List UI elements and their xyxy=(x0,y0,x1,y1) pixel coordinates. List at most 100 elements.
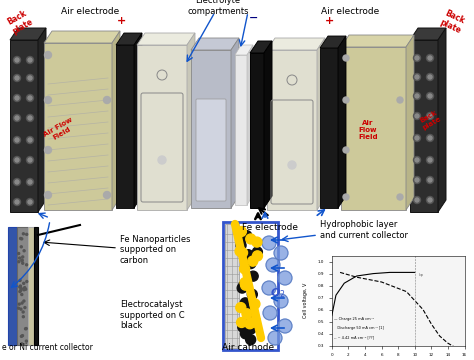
Circle shape xyxy=(415,114,419,118)
Circle shape xyxy=(427,135,434,141)
Circle shape xyxy=(27,114,34,122)
Text: Air
Flow
Field: Air Flow Field xyxy=(358,120,378,140)
Circle shape xyxy=(20,289,22,291)
Circle shape xyxy=(15,58,19,62)
Circle shape xyxy=(13,136,20,144)
Polygon shape xyxy=(44,43,112,210)
Circle shape xyxy=(21,238,23,240)
Text: Fe Nanoparticles
supported on
carbon: Fe Nanoparticles supported on carbon xyxy=(120,235,191,265)
Circle shape xyxy=(27,94,34,102)
Circle shape xyxy=(15,116,19,120)
Circle shape xyxy=(22,233,24,235)
Circle shape xyxy=(25,328,27,330)
FancyBboxPatch shape xyxy=(34,227,38,345)
Circle shape xyxy=(243,250,253,260)
Circle shape xyxy=(158,156,166,164)
Circle shape xyxy=(103,96,110,104)
Circle shape xyxy=(27,198,34,206)
Circle shape xyxy=(13,57,20,63)
Circle shape xyxy=(248,256,258,266)
Circle shape xyxy=(415,75,419,79)
Circle shape xyxy=(15,138,19,142)
Circle shape xyxy=(397,97,403,103)
Y-axis label: Cell voltage, V: Cell voltage, V xyxy=(303,283,308,318)
Circle shape xyxy=(28,58,32,62)
Circle shape xyxy=(240,329,250,339)
FancyBboxPatch shape xyxy=(196,99,226,201)
Polygon shape xyxy=(410,28,446,40)
Polygon shape xyxy=(10,28,46,40)
Circle shape xyxy=(415,178,419,182)
Circle shape xyxy=(427,73,434,81)
Circle shape xyxy=(20,288,22,290)
Polygon shape xyxy=(235,45,253,55)
Circle shape xyxy=(22,311,24,313)
Circle shape xyxy=(268,331,282,345)
Circle shape xyxy=(45,51,52,58)
Circle shape xyxy=(22,316,24,318)
Circle shape xyxy=(26,233,27,235)
Circle shape xyxy=(21,293,23,296)
Circle shape xyxy=(18,252,20,255)
Polygon shape xyxy=(38,28,46,212)
Circle shape xyxy=(18,307,19,309)
Circle shape xyxy=(27,157,34,163)
Circle shape xyxy=(28,180,32,184)
FancyBboxPatch shape xyxy=(225,224,239,348)
Circle shape xyxy=(415,136,419,140)
Polygon shape xyxy=(317,38,325,210)
Text: e or Ni current collector: e or Ni current collector xyxy=(2,343,93,352)
Circle shape xyxy=(28,76,32,80)
Text: Air electrode: Air electrode xyxy=(61,8,119,17)
Polygon shape xyxy=(191,50,231,208)
Circle shape xyxy=(24,287,26,289)
Polygon shape xyxy=(112,31,120,210)
Circle shape xyxy=(28,200,32,204)
Polygon shape xyxy=(410,40,438,212)
Circle shape xyxy=(428,75,432,79)
Polygon shape xyxy=(250,41,272,53)
Circle shape xyxy=(27,75,34,81)
Polygon shape xyxy=(116,33,142,45)
Circle shape xyxy=(19,291,21,293)
Circle shape xyxy=(15,200,19,204)
Circle shape xyxy=(45,96,52,104)
Circle shape xyxy=(15,76,19,80)
Circle shape xyxy=(25,328,27,329)
Text: Electrolyte
compartments: Electrolyte compartments xyxy=(187,0,249,16)
Text: −: − xyxy=(249,13,259,23)
Circle shape xyxy=(278,271,292,285)
FancyBboxPatch shape xyxy=(17,227,28,345)
Text: — Charge 25 mA cm⁻²: — Charge 25 mA cm⁻² xyxy=(335,318,374,321)
Circle shape xyxy=(343,147,349,153)
Circle shape xyxy=(413,197,420,203)
Polygon shape xyxy=(137,45,187,210)
Polygon shape xyxy=(267,38,325,50)
Circle shape xyxy=(427,157,434,163)
Text: Air cathode: Air cathode xyxy=(222,343,274,352)
Circle shape xyxy=(427,176,434,184)
Circle shape xyxy=(15,180,19,184)
Circle shape xyxy=(236,303,246,312)
Circle shape xyxy=(21,343,23,345)
Circle shape xyxy=(21,335,24,337)
Circle shape xyxy=(415,198,419,202)
Polygon shape xyxy=(191,38,239,50)
Circle shape xyxy=(250,316,260,325)
Circle shape xyxy=(20,246,22,248)
Circle shape xyxy=(240,264,250,274)
Circle shape xyxy=(23,300,25,302)
Circle shape xyxy=(26,264,27,266)
Polygon shape xyxy=(134,33,142,208)
Circle shape xyxy=(13,157,20,163)
Polygon shape xyxy=(406,35,414,210)
Text: +: + xyxy=(118,16,127,26)
Circle shape xyxy=(274,246,288,260)
Text: Hydrophobic layer
and current collector: Hydrophobic layer and current collector xyxy=(320,220,408,240)
Circle shape xyxy=(263,306,277,320)
Circle shape xyxy=(243,306,253,316)
Circle shape xyxy=(413,135,420,141)
Polygon shape xyxy=(116,45,134,208)
Circle shape xyxy=(103,192,110,198)
Polygon shape xyxy=(438,28,446,212)
